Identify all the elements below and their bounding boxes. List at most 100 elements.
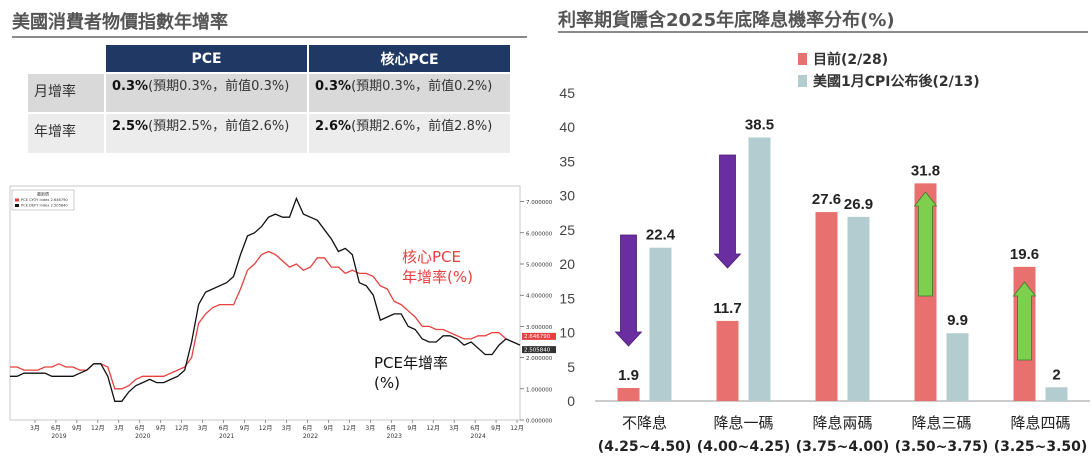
series-line-pce xyxy=(10,196,521,402)
bar-value-label: 1.9 xyxy=(618,367,639,384)
x-tick-month: 3月 xyxy=(30,425,40,432)
category-label: 降息兩碼 xyxy=(812,414,872,432)
plot-area xyxy=(9,185,521,421)
legend-box xyxy=(11,189,75,211)
x-tick-month: 9月 xyxy=(72,425,82,432)
left-title-rule xyxy=(12,36,527,38)
y-tick-label: 6.000000 xyxy=(526,231,553,237)
bar xyxy=(716,320,739,401)
x-tick-month: 3月 xyxy=(114,425,124,432)
y-tick-label: 20 xyxy=(559,256,575,272)
y-tick-label: 7.000000 xyxy=(526,200,553,206)
x-tick-month: 6月 xyxy=(470,425,480,432)
bar xyxy=(815,212,838,401)
category-range-label: (3.25~3.50) xyxy=(994,439,1088,455)
bar xyxy=(649,247,672,401)
y-tick-label: 25 xyxy=(559,222,575,238)
row-label-yoy: 年增率 xyxy=(26,112,105,153)
cell-note: (預期0.3%，前值0.2%) xyxy=(351,79,493,94)
x-tick-month: 12月 xyxy=(426,425,440,432)
annotation-core-pce-line2: 年增率(%) xyxy=(402,268,473,286)
cell-pce-yoy: 2.5%(預期2.5%，前值2.6%) xyxy=(103,112,309,153)
bar-value-label: 9.9 xyxy=(947,312,968,329)
x-tick-month: 12月 xyxy=(259,425,273,432)
x-tick-year: 2019 xyxy=(51,433,66,440)
x-tick-month: 3月 xyxy=(282,425,292,432)
x-tick-year: 2023 xyxy=(387,433,402,440)
bar xyxy=(1045,387,1068,401)
x-tick-month: 3月 xyxy=(198,425,208,432)
bar xyxy=(946,333,969,401)
y-tick-label: 5.000000 xyxy=(526,263,553,269)
category-range-label: (4.00~4.25) xyxy=(697,439,791,455)
x-tick-month: 6月 xyxy=(219,425,229,432)
x-tick-month: 3月 xyxy=(365,425,375,432)
column-header-pce: PCE xyxy=(103,45,309,73)
x-tick-month: 6月 xyxy=(386,425,396,432)
cell-value: 0.3% xyxy=(315,79,352,94)
last-value-tag-core xyxy=(522,332,556,340)
column-header-core-pce: 核心PCE xyxy=(307,45,510,73)
annotation-pce-line1: PCE年增率 xyxy=(374,354,448,372)
x-tick-year: 2021 xyxy=(219,433,234,440)
bar xyxy=(847,216,870,401)
legend-swatch xyxy=(15,204,19,207)
arrow-up-icon xyxy=(913,191,938,297)
cell-note: (預期2.6%，前值2.8%) xyxy=(351,119,493,134)
legend-swatch xyxy=(798,53,807,65)
category-label: 降息三碼 xyxy=(911,414,971,432)
bar-value-label: 11.7 xyxy=(713,300,741,317)
table-row-yoy: 年增率 2.5%(預期2.5%，前值2.6%) 2.6%(預期2.6%，前值2.… xyxy=(26,112,510,153)
arrow-down-icon xyxy=(713,154,742,269)
legend-entry: 美國1月CPI公布後(2/13) xyxy=(813,73,980,90)
table-row-mom: 月增率 0.3%(預期0.3%，前值0.3%) 0.3%(預期0.3%，前值0.… xyxy=(26,72,510,113)
x-tick-month: 9月 xyxy=(407,425,417,432)
x-tick-year: 2022 xyxy=(303,433,318,440)
y-tick-label: 3.000000 xyxy=(526,325,553,331)
legend-entry: PCE DEFY Index 2.505840 xyxy=(21,204,68,208)
y-tick-label: 0.000000 xyxy=(526,419,553,425)
category-label: 不降息 xyxy=(622,414,667,432)
x-tick-year: 2020 xyxy=(135,433,150,440)
bar-value-label: 19.6 xyxy=(1010,246,1039,263)
rate-cut-bar-chart: 0 5 10 15 20 25 30 35 40 45 目前(2/28) 美國1月CPI公布後(2/1… xyxy=(559,51,1090,455)
left-panel-title: 美國消費者物價指數年增率 xyxy=(12,12,228,33)
x-tick-month: 6月 xyxy=(303,425,313,432)
y-tick-label: 15 xyxy=(559,290,575,306)
legend-swatch xyxy=(15,198,19,202)
y-tick-label: 4.000000 xyxy=(526,294,553,300)
cell-note: (預期2.5%，前值2.6%) xyxy=(148,119,290,134)
table-header-row: PCE 核心PCE xyxy=(27,45,510,73)
x-tick-month: 9月 xyxy=(240,425,250,432)
right-panel-title: 利率期貨隱含2025年底降息機率分布(%) xyxy=(558,10,895,31)
last-value-tag-pce xyxy=(522,346,556,354)
cell-value: 2.6% xyxy=(315,119,352,134)
y-tick-label: 30 xyxy=(559,188,575,204)
x-tick-month: 12月 xyxy=(91,425,105,432)
pce-line-chart: 0.000000 1.000000 2.000000 3.000000 4.000000… xyxy=(9,185,556,440)
legend-title: 最新價 xyxy=(37,191,49,197)
y-tick-label: 40 xyxy=(559,119,575,135)
y-tick-label: 45 xyxy=(559,85,575,101)
x-tick-year: 2024 xyxy=(471,433,486,440)
y-tick-label: 35 xyxy=(559,153,575,169)
cell-core-yoy: 2.6%(預期2.6%，前值2.8%) xyxy=(307,112,510,153)
arrow-up-icon xyxy=(1012,281,1037,361)
right-title-rule xyxy=(558,31,1088,33)
category-label: 降息四碼 xyxy=(1010,414,1070,432)
bar-value-label: 31.8 xyxy=(911,162,940,179)
bar xyxy=(748,137,771,401)
last-value-label-pce: 2.505840 xyxy=(524,348,551,354)
bar-value-label: 27.6 xyxy=(812,191,841,208)
cell-value: 0.3% xyxy=(112,79,149,94)
bar-value-label: 22.4 xyxy=(646,227,676,244)
category-range-label: (3.75~4.00) xyxy=(796,439,890,455)
x-tick-month: 3月 xyxy=(449,425,459,432)
category-label: 降息一碼 xyxy=(713,414,773,432)
legend-swatch xyxy=(798,75,807,87)
x-tick-month: 9月 xyxy=(323,425,333,432)
x-tick-month: 9月 xyxy=(156,425,166,432)
y-tick-label: 10 xyxy=(559,325,575,341)
y-tick-label: 2.000000 xyxy=(526,356,553,362)
